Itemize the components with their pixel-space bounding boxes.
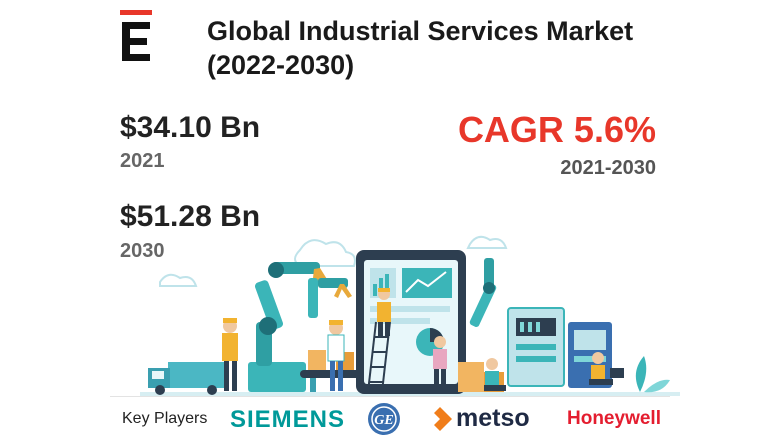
- metso-mark-icon: [434, 407, 452, 431]
- honeywell-logo: Honeywell: [567, 408, 661, 429]
- key-players-bar: Key Players SIEMENS GE metso Honeywell: [110, 396, 670, 440]
- robot-arm-icon: [308, 278, 352, 318]
- robot-arm-icon: [469, 258, 497, 327]
- worker-icon: [327, 320, 345, 391]
- worker-icon: [433, 336, 447, 391]
- year-2021-label: 2021: [120, 150, 165, 172]
- worker-icon: [589, 352, 624, 385]
- worker-icon: [222, 318, 238, 391]
- robot-arm-icon: [248, 262, 330, 392]
- tablet-dashboard-icon: [356, 250, 466, 394]
- market-value-2030: $51.28 Bn: [120, 200, 261, 233]
- worker-icon: [484, 358, 506, 391]
- key-players-label: Key Players: [122, 410, 208, 427]
- cagr-value: CAGR 5.6%: [457, 109, 656, 150]
- cagr-period: 2021-2030: [560, 157, 656, 179]
- ge-logo-text: GE: [374, 413, 393, 428]
- industrial-illustration: [140, 235, 680, 396]
- ge-logo-icon: GE: [368, 403, 400, 435]
- metso-logo: metso: [456, 404, 530, 432]
- plant-icon: [635, 356, 670, 393]
- market-value-2021: $34.10 Bn: [120, 111, 261, 144]
- year-2030-label: 2030: [120, 240, 165, 262]
- brand-logo-icon: [120, 10, 152, 61]
- worker-icon: [377, 288, 391, 336]
- truck-icon: [148, 362, 228, 395]
- page-title: Global Industrial Services Market (2022-…: [207, 16, 634, 80]
- siemens-logo: SIEMENS: [230, 406, 346, 433]
